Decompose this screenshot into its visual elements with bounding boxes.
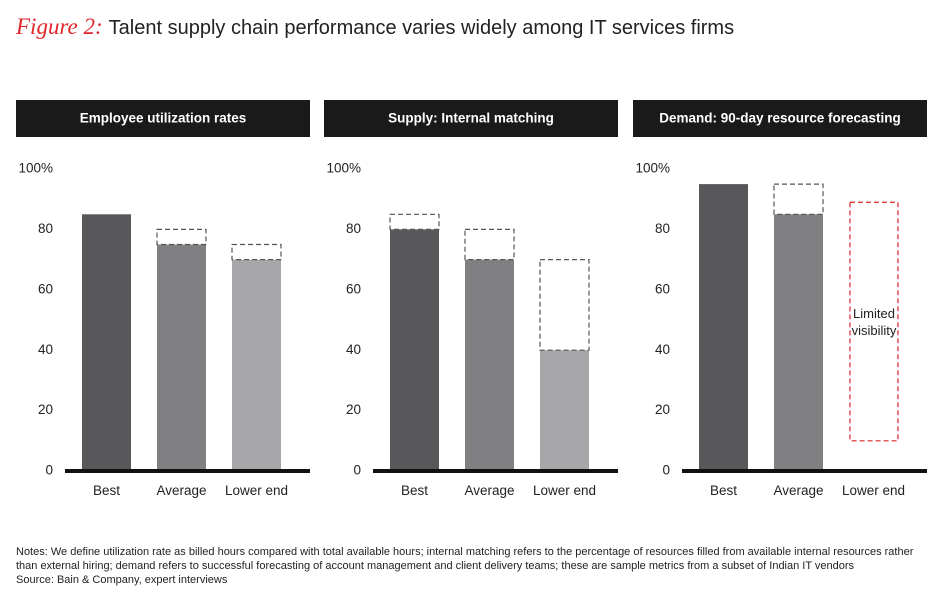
annotation: Limited visibility bbox=[851, 305, 897, 338]
x-tick-label: Average bbox=[773, 483, 824, 498]
x-tick-label: Best bbox=[400, 483, 428, 498]
bar bbox=[82, 214, 131, 472]
bar bbox=[540, 350, 589, 471]
panel-title: Demand: 90-day resource forecasting bbox=[659, 111, 901, 126]
y-tick-label: 80 bbox=[346, 221, 361, 236]
panel-title: Employee utilization rates bbox=[80, 111, 247, 126]
bar bbox=[465, 259, 514, 471]
bar bbox=[699, 184, 748, 471]
x-tick-label: Lower end bbox=[224, 483, 289, 498]
x-tick-label: Lower end bbox=[841, 483, 906, 498]
range-box bbox=[464, 228, 515, 261]
bar bbox=[774, 214, 823, 472]
notes: Notes: We define utilization rate as bil… bbox=[16, 546, 914, 572]
notes-block: Notes: We define utilization rate as bil… bbox=[16, 545, 936, 587]
x-tick-label: Lower end bbox=[532, 483, 597, 498]
y-tick-label: 60 bbox=[655, 281, 670, 296]
y-tick-label: 40 bbox=[655, 342, 670, 357]
y-tick-label: 60 bbox=[346, 281, 361, 296]
y-tick-label: 80 bbox=[38, 221, 53, 236]
range-box bbox=[389, 213, 440, 231]
y-tick-label: 80 bbox=[655, 221, 670, 236]
x-tick-label: Best bbox=[92, 483, 120, 498]
panel-header bbox=[16, 100, 310, 137]
y-tick-label: 100% bbox=[18, 161, 53, 176]
x-tick-label: Best bbox=[709, 483, 737, 498]
y-tick-label: 100% bbox=[635, 161, 670, 176]
x-tick-label: Average bbox=[464, 483, 515, 498]
y-tick-label: 100% bbox=[326, 161, 361, 176]
range-box bbox=[539, 259, 590, 351]
panel-header bbox=[324, 100, 618, 137]
range-box bbox=[231, 243, 282, 261]
y-tick-label: 20 bbox=[346, 402, 361, 417]
panel-header bbox=[633, 100, 927, 137]
bar bbox=[390, 229, 439, 471]
bar bbox=[157, 244, 206, 471]
figure-label: Figure 2: bbox=[16, 14, 103, 39]
y-tick-label: 0 bbox=[45, 463, 53, 478]
y-tick-label: 20 bbox=[38, 402, 53, 417]
y-tick-label: 20 bbox=[655, 402, 670, 417]
y-tick-label: 40 bbox=[38, 342, 53, 357]
y-tick-label: 0 bbox=[353, 463, 361, 478]
bar bbox=[232, 259, 281, 471]
source: Source: Bain & Company, expert interview… bbox=[16, 574, 228, 586]
title-row: Figure 2: Talent supply chain performance… bbox=[16, 14, 734, 40]
panel-title: Supply: Internal matching bbox=[388, 111, 554, 126]
range-box bbox=[773, 183, 824, 215]
visibility-box bbox=[849, 201, 899, 442]
figure-title: Talent supply chain performance varies w… bbox=[108, 17, 735, 39]
y-tick-label: 0 bbox=[662, 463, 670, 478]
x-tick-label: Average bbox=[156, 483, 207, 498]
y-tick-label: 60 bbox=[38, 281, 53, 296]
range-box bbox=[156, 228, 207, 246]
y-tick-label: 40 bbox=[346, 342, 361, 357]
